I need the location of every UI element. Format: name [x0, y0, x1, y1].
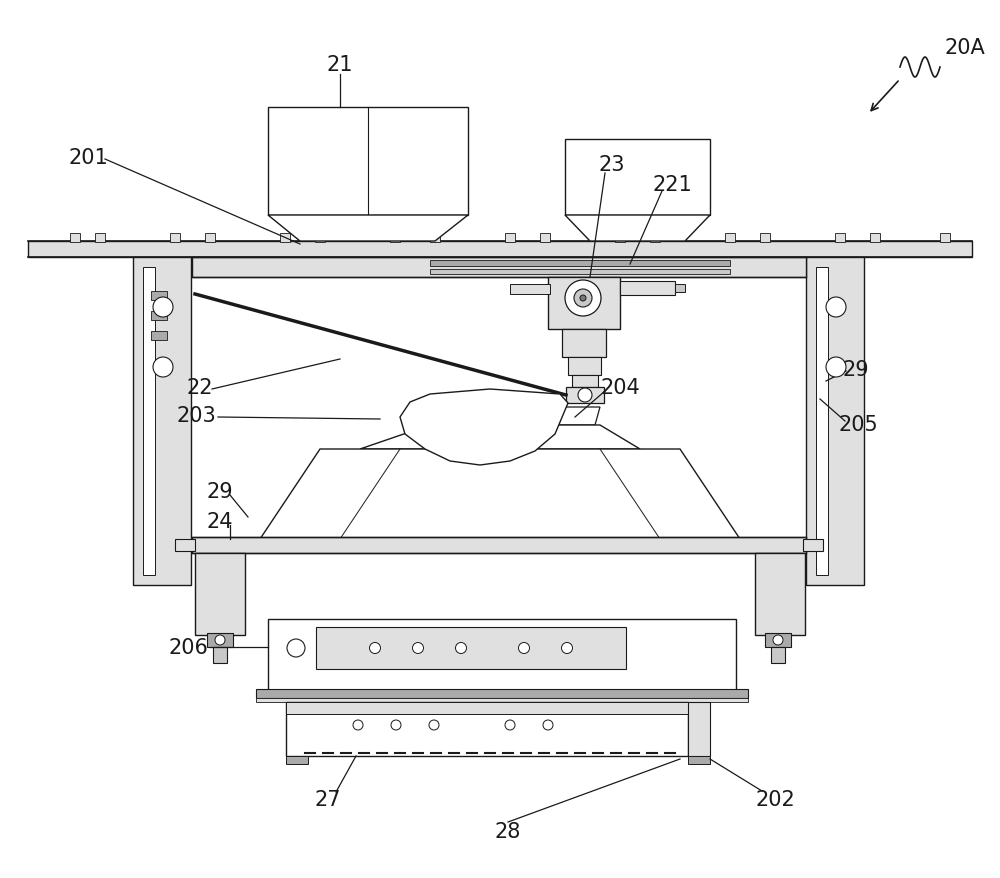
Circle shape — [153, 298, 173, 318]
Circle shape — [562, 643, 572, 654]
Polygon shape — [260, 450, 740, 539]
Bar — [566, 387, 604, 404]
Bar — [390, 234, 400, 242]
Bar — [151, 312, 167, 320]
Bar — [688, 756, 710, 764]
Bar — [280, 234, 290, 242]
Polygon shape — [400, 390, 568, 465]
Circle shape — [826, 357, 846, 378]
Bar — [256, 698, 748, 702]
Bar — [70, 234, 80, 242]
Polygon shape — [360, 426, 640, 450]
Bar — [286, 756, 308, 764]
Text: 27: 27 — [315, 789, 341, 810]
Text: 28: 28 — [495, 821, 521, 841]
Circle shape — [215, 636, 225, 645]
Bar — [615, 234, 625, 242]
Bar — [286, 702, 688, 714]
Bar — [548, 277, 620, 329]
Bar — [268, 108, 468, 216]
Bar — [95, 234, 105, 242]
Text: 29: 29 — [207, 481, 233, 501]
Circle shape — [353, 720, 363, 730]
Text: 22: 22 — [187, 378, 213, 398]
Circle shape — [773, 636, 783, 645]
Polygon shape — [520, 407, 600, 426]
Bar — [771, 647, 785, 663]
Bar — [562, 329, 606, 357]
Text: 20A: 20A — [945, 38, 986, 58]
Bar — [540, 234, 550, 242]
Text: 221: 221 — [652, 175, 692, 195]
Bar — [870, 234, 880, 242]
Bar — [205, 234, 215, 242]
Bar — [195, 553, 245, 636]
Text: 202: 202 — [755, 789, 795, 810]
Bar — [207, 633, 233, 647]
Bar — [803, 539, 823, 551]
Bar — [315, 234, 325, 242]
Bar — [675, 284, 685, 292]
Circle shape — [287, 639, 305, 658]
Circle shape — [413, 643, 424, 654]
Polygon shape — [565, 216, 710, 241]
Circle shape — [153, 357, 173, 378]
Text: 206: 206 — [168, 637, 208, 658]
Bar — [755, 553, 805, 636]
Bar — [286, 702, 688, 756]
Bar — [816, 268, 828, 575]
Text: 204: 204 — [600, 378, 640, 398]
Circle shape — [565, 281, 601, 317]
Bar — [806, 258, 864, 586]
Bar — [725, 234, 735, 242]
Bar — [213, 647, 227, 663]
Bar — [268, 619, 736, 691]
Bar — [430, 261, 730, 267]
Text: 205: 205 — [838, 414, 878, 435]
Bar — [256, 689, 748, 698]
Bar — [192, 258, 806, 277]
Bar — [835, 234, 845, 242]
Bar — [505, 234, 515, 242]
Bar — [572, 376, 598, 387]
Bar — [688, 702, 710, 756]
Bar — [940, 234, 950, 242]
Circle shape — [456, 643, 467, 654]
Circle shape — [826, 298, 846, 318]
Bar — [568, 357, 601, 376]
Bar — [170, 234, 180, 242]
Circle shape — [578, 389, 592, 402]
Circle shape — [543, 720, 553, 730]
Text: 23: 23 — [599, 155, 625, 175]
Bar — [192, 537, 806, 553]
Bar — [565, 140, 710, 216]
Bar — [316, 627, 626, 669]
Circle shape — [574, 290, 592, 307]
Bar — [143, 268, 155, 575]
Text: 203: 203 — [176, 406, 216, 426]
Bar — [430, 270, 730, 275]
Circle shape — [505, 720, 515, 730]
Circle shape — [518, 643, 530, 654]
Bar — [765, 633, 791, 647]
Bar — [760, 234, 770, 242]
Bar — [151, 332, 167, 341]
Bar — [133, 258, 191, 586]
Circle shape — [429, 720, 439, 730]
Circle shape — [370, 643, 381, 654]
Bar — [430, 234, 440, 242]
Bar — [175, 539, 195, 551]
Text: 21: 21 — [327, 55, 353, 75]
Circle shape — [580, 296, 586, 302]
Text: 201: 201 — [68, 148, 108, 168]
Bar — [151, 291, 167, 300]
Bar — [620, 282, 675, 296]
Text: 24: 24 — [207, 511, 233, 531]
Bar — [510, 284, 550, 295]
Bar — [650, 234, 660, 242]
Text: 29: 29 — [843, 360, 869, 379]
Bar — [28, 241, 972, 258]
Polygon shape — [268, 216, 468, 241]
Circle shape — [391, 720, 401, 730]
